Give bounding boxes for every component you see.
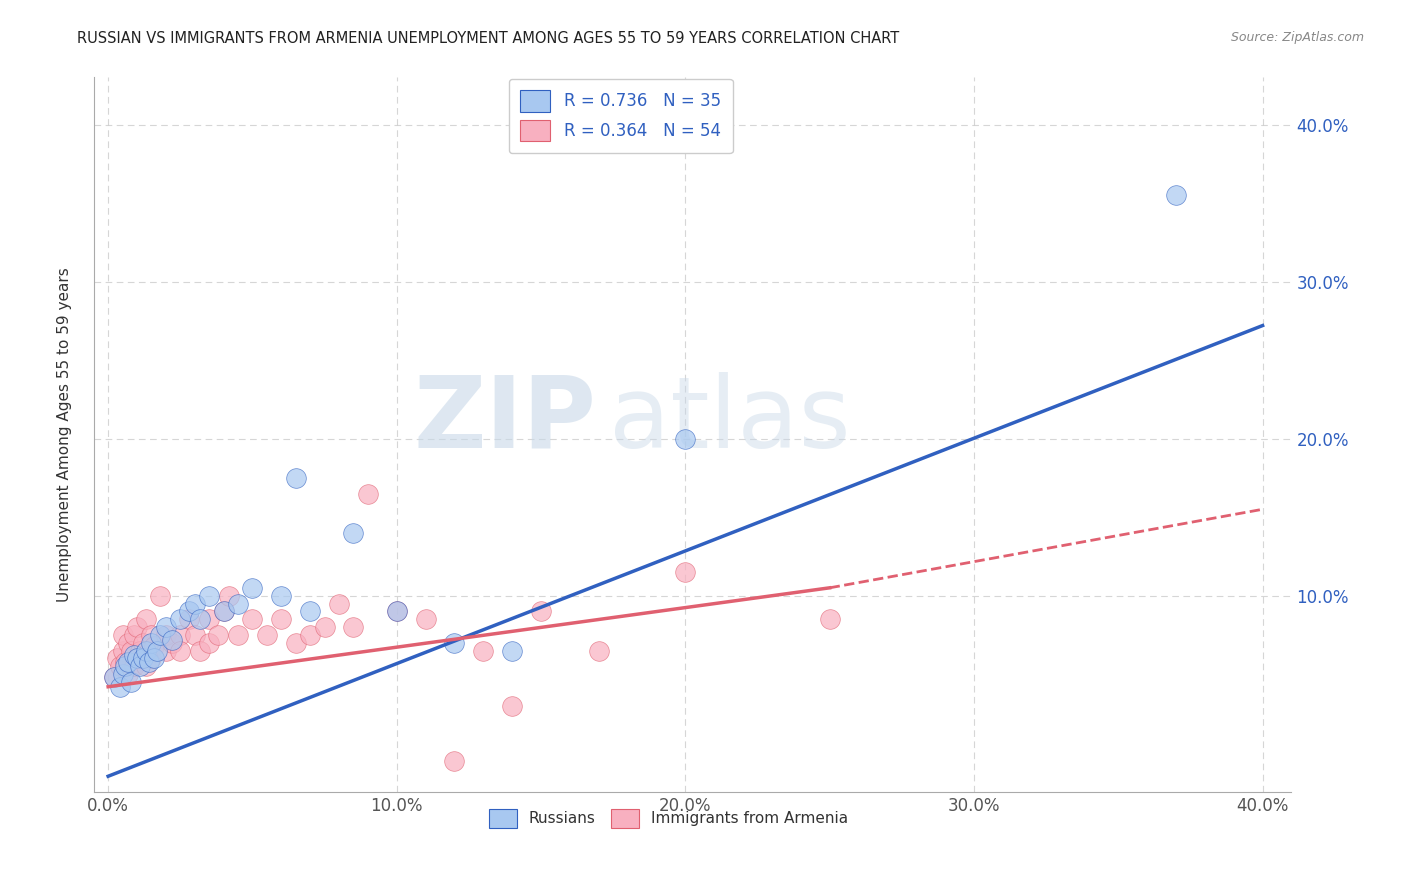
Point [103,670,125,684]
Point [108,659,131,673]
Point [160,632,183,647]
Point [673,432,696,446]
Point [443,754,465,768]
Point [135,643,157,657]
Point [198,589,221,603]
Point [385,604,408,618]
Point [149,589,172,603]
Point [135,612,157,626]
Point [114,659,136,673]
Point [108,680,131,694]
Y-axis label: Unemployment Among Ages 55 to 59 years: Unemployment Among Ages 55 to 59 years [58,268,72,602]
Point [183,628,205,642]
Point [270,589,292,603]
Point [242,612,264,626]
Point [218,589,240,603]
Point [120,643,142,657]
Point [501,698,523,713]
Point [141,636,163,650]
Point [135,659,157,673]
Point [132,636,155,650]
Point [155,643,177,657]
Point [177,612,200,626]
Point [169,612,191,626]
Point [122,659,145,673]
Text: Source: ZipAtlas.com: Source: ZipAtlas.com [1230,31,1364,45]
Text: ZIP: ZIP [413,372,596,469]
Point [530,604,553,618]
Point [299,604,322,618]
Point [299,628,322,642]
Point [501,643,523,657]
Point [143,639,166,653]
Point [128,643,150,657]
Point [212,604,235,618]
Point [149,628,172,642]
Point [160,636,183,650]
Point [132,651,155,665]
Point [212,604,235,618]
Point [155,620,177,634]
Text: atlas: atlas [609,372,851,469]
Point [588,643,610,657]
Point [673,565,696,579]
Point [138,655,160,669]
Point [207,628,229,642]
Point [1164,188,1187,202]
Point [198,636,221,650]
Point [122,628,145,642]
Point [342,525,364,540]
Point [314,620,336,634]
Point [143,651,166,665]
Point [385,604,408,618]
Point [284,471,307,485]
Point [105,651,128,665]
Point [169,643,191,657]
Point [190,643,212,657]
Point [114,655,136,669]
Point [125,620,148,634]
Point [198,612,221,626]
Point [177,604,200,618]
Point [226,597,249,611]
Point [169,628,191,642]
Point [125,651,148,665]
Text: RUSSIAN VS IMMIGRANTS FROM ARMENIA UNEMPLOYMENT AMONG AGES 55 TO 59 YEARS CORREL: RUSSIAN VS IMMIGRANTS FROM ARMENIA UNEMP… [77,31,900,46]
Point [190,612,212,626]
Point [120,675,142,690]
Point [125,651,148,665]
Point [141,651,163,665]
Point [270,612,292,626]
Point [111,667,134,681]
Point [146,643,169,657]
Point [138,643,160,657]
Point [443,636,465,650]
Point [117,667,139,681]
Legend: Russians, Immigrants from Armenia: Russians, Immigrants from Armenia [484,803,853,834]
Point [818,612,841,626]
Point [342,620,364,634]
Point [128,659,150,673]
Point [141,628,163,642]
Point [357,486,380,500]
Point [103,670,125,684]
Point [155,628,177,642]
Point [111,643,134,657]
Point [122,648,145,663]
Point [284,636,307,650]
Point [256,628,278,642]
Point [242,581,264,595]
Point [111,628,134,642]
Point [472,643,495,657]
Point [226,628,249,642]
Point [117,636,139,650]
Point [328,597,350,611]
Point [117,655,139,669]
Point [183,597,205,611]
Point [415,612,437,626]
